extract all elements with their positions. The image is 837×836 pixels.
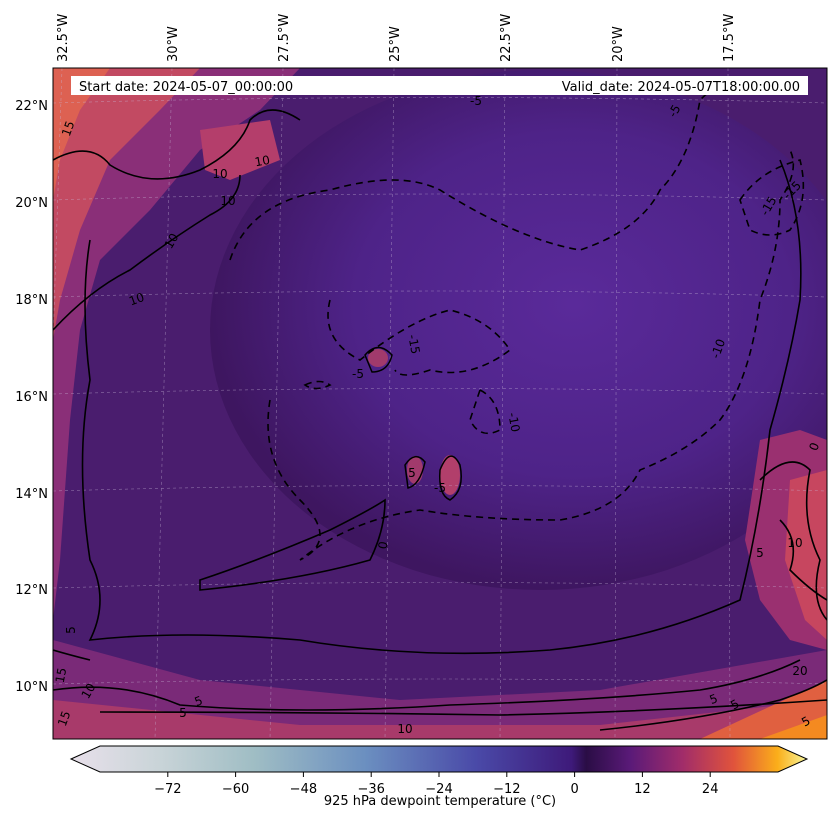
lat-label: 22°N	[15, 99, 48, 114]
lat-label: 12°N	[15, 583, 48, 598]
lon-label: 30°W	[166, 26, 181, 62]
lat-label: 14°N	[15, 487, 48, 502]
colorbar-tick-label: −48	[290, 782, 317, 797]
lat-label: 18°N	[15, 293, 48, 308]
colorbar-tick-label: −12	[493, 782, 520, 797]
lon-label: 20°W	[611, 26, 626, 62]
start-date-label: Start date: 2024-05-07_00:00:00	[79, 80, 293, 95]
colorbar-tick-label: −24	[425, 782, 452, 797]
lon-label: 25°W	[388, 26, 403, 62]
dewpoint-field	[53, 68, 827, 739]
lon-label: 17.5°W	[722, 14, 737, 62]
contour-label: 10	[162, 231, 182, 251]
colorbar-tick-label: 0	[570, 782, 578, 797]
contour-label: 5	[408, 466, 416, 480]
contour-label: 15	[59, 119, 77, 138]
lat-label: 16°N	[15, 390, 48, 405]
contour-label: 10	[79, 681, 99, 701]
contour-label: 0	[376, 540, 391, 550]
latitude-labels: 22°N 20°N 18°N 16°N 14°N 12°N 10°N	[15, 99, 48, 695]
contour-label: 5	[64, 626, 78, 634]
contour-label: 10	[787, 536, 802, 550]
colorbar-tick-label: −72	[154, 782, 181, 797]
contour-label: 15	[55, 709, 73, 728]
colorbar: −72 −60 −48 −36 −24 −12 0 12 24 925 hPa dewpoint…	[69, 745, 809, 809]
contour-label: 10	[127, 290, 146, 308]
contour-label: 5	[179, 706, 187, 720]
contour-label: -15	[405, 333, 422, 355]
island-contours	[364, 346, 462, 501]
colorbar-tick-label: 24	[702, 782, 719, 797]
colorbar-bar	[69, 745, 809, 773]
contour-label: 10	[254, 153, 271, 169]
lon-label: 32.5°W	[56, 14, 71, 62]
contour-label: -5	[470, 94, 482, 108]
contour-label: 10	[397, 722, 412, 736]
contour-label: -5	[352, 367, 364, 381]
contour-label: 10	[220, 194, 235, 208]
contour-label: 5	[756, 546, 764, 560]
contour-label: 0	[806, 441, 822, 453]
map-border	[52, 67, 828, 740]
contour-label: 5	[193, 693, 205, 709]
lat-label: 10°N	[15, 680, 48, 695]
contour-label: -5	[434, 481, 446, 495]
lat-label: 20°N	[15, 196, 48, 211]
colorbar-tick-label: 12	[634, 782, 651, 797]
contour-label: 10	[212, 167, 227, 181]
colorbar-label: 925 hPa dewpoint temperature (°C)	[324, 794, 556, 809]
colorbar-ticks: −72 −60 −48 −36 −24 −12 0 12 24	[154, 772, 718, 797]
contour-label: 5	[708, 691, 720, 707]
negative-contours	[229, 79, 805, 561]
contour-label: -10	[505, 411, 522, 433]
contour-label: -10	[708, 337, 728, 360]
colorbar-tick-label: −60	[222, 782, 249, 797]
valid-date-label: Valid_date: 2024-05-07T18:00:00.00	[562, 80, 800, 95]
gridlines	[53, 68, 827, 739]
lon-label: 22.5°W	[499, 14, 514, 62]
contour-label: 15	[53, 667, 69, 684]
lon-label: 27.5°W	[277, 14, 292, 62]
contour-lines	[53, 109, 827, 731]
colorbar-tick-label: −36	[357, 782, 384, 797]
header-box	[71, 76, 808, 95]
contour-label: 20	[792, 664, 807, 678]
longitude-labels: 32.5°W 30°W 27.5°W 25°W 22.5°W 20°W 17.5°W	[56, 14, 737, 62]
